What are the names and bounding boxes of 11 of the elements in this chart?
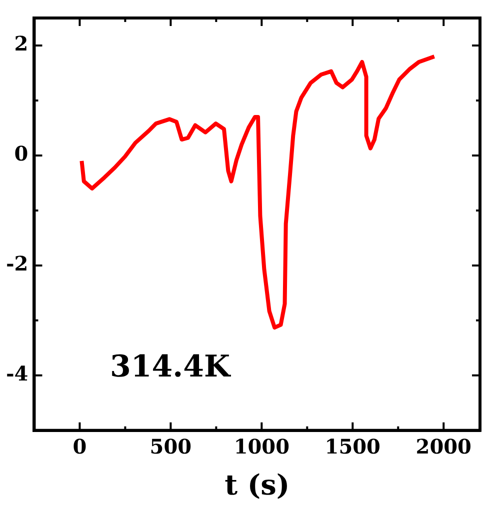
- x-tick-label: 1000: [234, 434, 290, 459]
- y-tick-label: 2: [14, 32, 28, 56]
- x-tick-label: 500: [150, 434, 192, 459]
- x-tick-label: 0: [72, 434, 87, 459]
- x-tick-label: 2000: [416, 434, 472, 459]
- x-axis-title: t (s): [224, 468, 290, 502]
- y-tick-label: -2: [6, 252, 28, 276]
- y-tick-label: -4: [6, 362, 28, 386]
- y-tick-label: 0: [14, 142, 28, 166]
- x-tick-label: 1500: [324, 434, 380, 459]
- annotation: 314.4K: [110, 349, 231, 384]
